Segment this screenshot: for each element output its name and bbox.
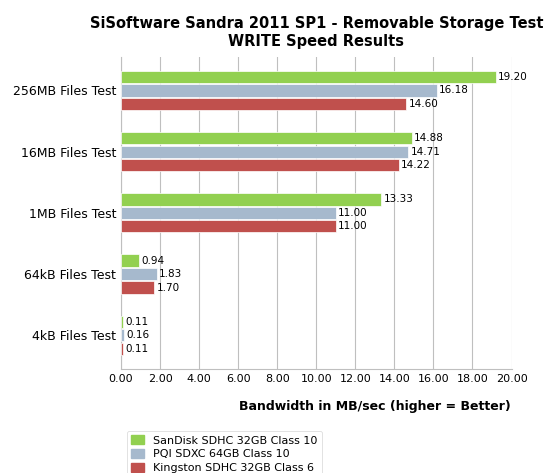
Text: 1.83: 1.83 — [159, 269, 182, 279]
Bar — [121, 146, 408, 158]
Bar — [121, 71, 496, 83]
Title: SiSoftware Sandra 2011 SP1 - Removable Storage Test
WRITE Speed Results: SiSoftware Sandra 2011 SP1 - Removable S… — [90, 16, 543, 49]
Text: 16.18: 16.18 — [439, 86, 469, 96]
Text: 19.20: 19.20 — [498, 72, 528, 82]
Bar — [121, 220, 336, 232]
Text: 13.33: 13.33 — [383, 194, 414, 204]
Bar — [121, 329, 124, 342]
Bar — [121, 268, 157, 280]
Bar — [121, 159, 399, 171]
X-axis label: Bandwidth in MB/sec (higher = Better): Bandwidth in MB/sec (higher = Better) — [239, 400, 511, 413]
Text: 11.00: 11.00 — [338, 221, 368, 231]
Bar — [121, 84, 437, 96]
Text: 14.71: 14.71 — [410, 147, 441, 157]
Text: 14.60: 14.60 — [409, 99, 438, 109]
Text: 0.94: 0.94 — [142, 255, 165, 266]
Bar — [121, 98, 406, 110]
Bar — [121, 132, 411, 144]
Text: 14.88: 14.88 — [414, 133, 444, 143]
Text: 1.70: 1.70 — [157, 282, 180, 292]
Bar — [121, 254, 139, 267]
Bar — [121, 207, 336, 219]
Text: 0.11: 0.11 — [125, 317, 148, 327]
Bar — [121, 281, 154, 294]
Text: 0.11: 0.11 — [125, 344, 148, 354]
Bar — [121, 193, 381, 205]
Bar — [121, 315, 123, 328]
Text: 11.00: 11.00 — [338, 208, 368, 218]
Legend: SanDisk SDHC 32GB Class 10, PQI SDXC 64GB Class 10, Kingston SDHC 32GB Class 6: SanDisk SDHC 32GB Class 10, PQI SDXC 64G… — [126, 431, 322, 473]
Text: 14.22: 14.22 — [401, 160, 431, 170]
Text: 0.16: 0.16 — [126, 330, 150, 340]
Bar — [121, 342, 123, 355]
